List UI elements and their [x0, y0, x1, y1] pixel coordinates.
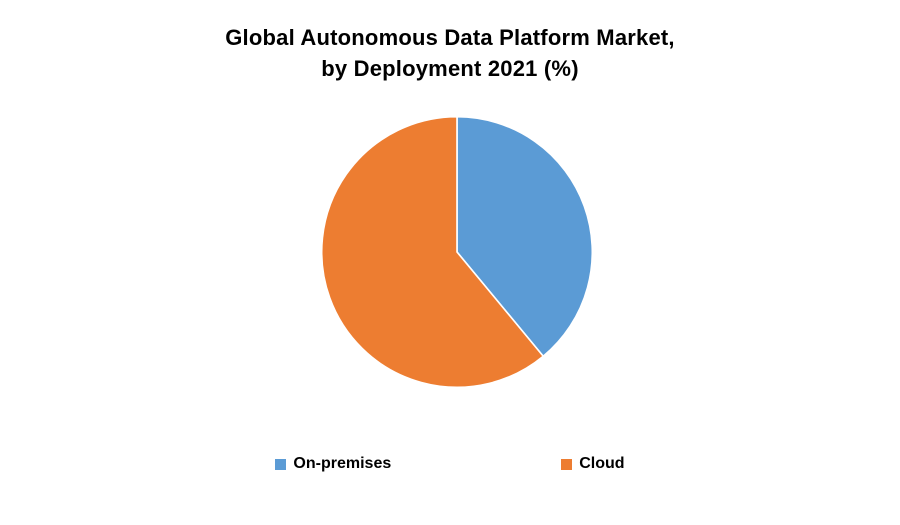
legend-item-cloud[interactable]: Cloud: [561, 455, 625, 473]
legend-label-on-premises: On-premises: [293, 455, 392, 472]
legend-label-cloud: Cloud: [579, 455, 625, 472]
legend-item-on-premises[interactable]: On-premises: [275, 455, 391, 473]
pie-slice-cloud[interactable]: [320, 115, 545, 389]
legend-swatch-cloud-icon: [561, 458, 573, 470]
pie-slice-on-premises[interactable]: [456, 115, 594, 358]
legend: On-premises Cloud: [0, 455, 900, 473]
chart-title: Global Autonomous Data Platform Market, …: [0, 22, 900, 84]
chart-title-line1: Global Autonomous Data Platform Market,: [225, 25, 675, 50]
pie-chart: [319, 114, 595, 390]
chart-title-line2: by Deployment 2021 (%): [321, 56, 579, 81]
legend-swatch-on-premises-icon: [275, 458, 287, 470]
pie-svg: [320, 115, 594, 389]
